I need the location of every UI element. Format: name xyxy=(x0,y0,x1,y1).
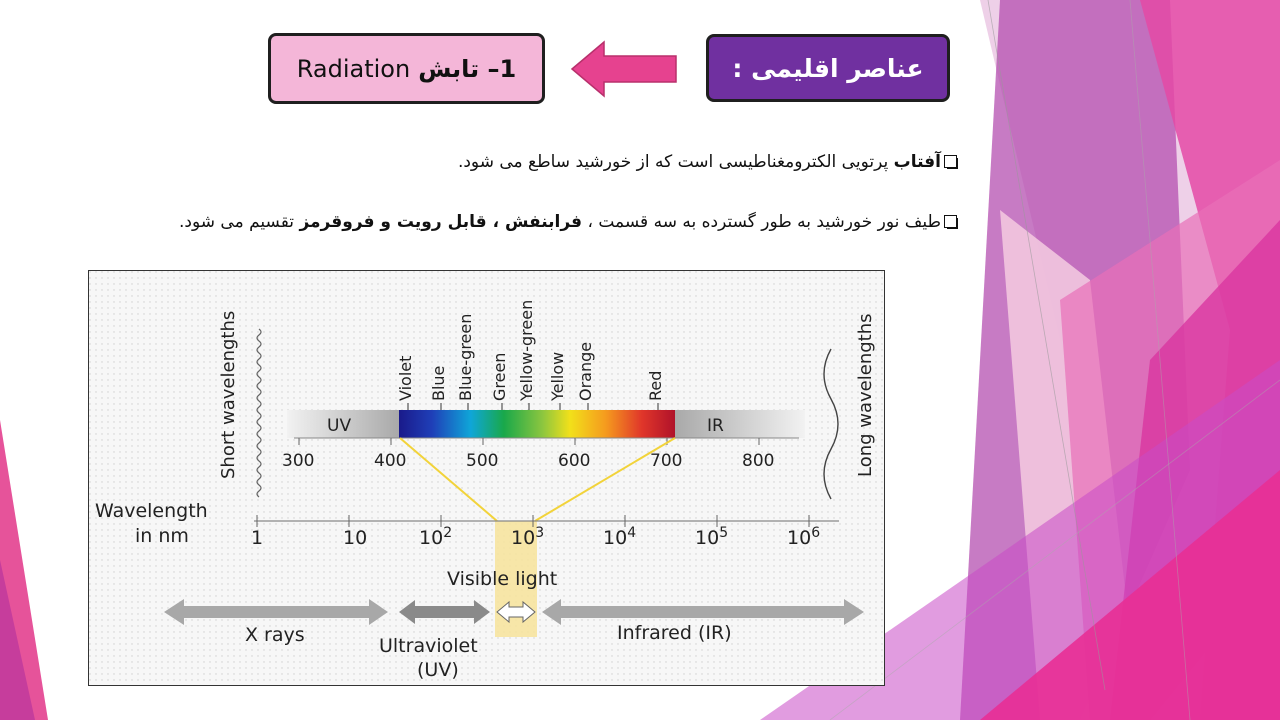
color-label-green: Green xyxy=(490,353,509,401)
color-label-blue-green: Blue-green xyxy=(456,314,475,401)
visible-light-column xyxy=(495,521,537,637)
uv-band xyxy=(287,410,399,438)
short-wavelengths-label: Short wavelengths xyxy=(218,311,239,479)
short-wave-icon xyxy=(256,328,262,498)
log-tick-label: 1 xyxy=(251,527,263,549)
ultraviolet-label: Ultraviolet xyxy=(379,635,478,657)
xrays-label: X rays xyxy=(245,624,305,646)
nm-tick-label: 600 xyxy=(558,451,590,471)
slide-title: عناصر اقلیمی : xyxy=(706,34,950,102)
ir-band-label: IR xyxy=(707,416,724,436)
bullet-sunlight: آفتاب پرتویی الکترومغناطیسی است که از خو… xyxy=(457,152,958,172)
spectrum-diagram: Short wavelengths Long wavelengths UV IR… xyxy=(89,271,884,685)
ultraviolet-arrow xyxy=(399,600,490,624)
log-tick-label: 102 xyxy=(419,525,452,549)
in-nm-label: in nm xyxy=(135,525,189,547)
ir-band xyxy=(675,410,805,438)
color-label-red: Red xyxy=(646,371,665,401)
log-tick-label: 104 xyxy=(603,525,636,549)
log-ticks: 1 10 102 103 104 105 106 xyxy=(251,515,820,549)
color-label-violet: Violet xyxy=(396,356,415,401)
color-label-blue: Blue xyxy=(429,366,448,401)
visible-band xyxy=(399,410,675,438)
long-wavelengths-label: Long wavelengths xyxy=(855,313,876,477)
bullet-1-text: پرتویی الکترومغناطیسی است که از خورشید س… xyxy=(457,152,894,172)
bullet-2-text: طیف نور خورشید به طور گسترده به سه قسمت … xyxy=(582,212,941,232)
color-label-yellow: Yellow xyxy=(548,352,567,402)
log-tick-label: 10 xyxy=(343,527,367,549)
nm-tick-label: 300 xyxy=(282,451,314,471)
spectrum-figure: Short wavelengths Long wavelengths UV IR… xyxy=(88,270,885,686)
nm-tick-label: 800 xyxy=(742,451,774,471)
color-label-orange: Orange xyxy=(576,342,595,401)
uv-abbrev-label: (UV) xyxy=(417,659,459,681)
log-tick-label: 103 xyxy=(511,525,544,549)
infrared-arrow xyxy=(542,599,864,625)
long-wave-icon xyxy=(823,348,839,500)
log-tick-label: 105 xyxy=(695,525,728,549)
color-names: Violet Blue Blue-green Green Yellow-green Yel… xyxy=(396,300,665,410)
uv-band-label: UV xyxy=(327,416,351,436)
visible-light-label: Visible light xyxy=(447,568,557,590)
bullet-2-tail: تقسیم می شود. xyxy=(179,212,300,232)
nm-tick-label: 400 xyxy=(374,451,406,471)
bullet-2-bold: فرابنفش ، قابل رویت و فروقرمز xyxy=(299,212,583,232)
topic-persian: 1– تابش xyxy=(418,54,517,83)
checkbox-bullet-icon xyxy=(944,215,958,229)
bullet-spectrum: طیف نور خورشید به طور گسترده به سه قسمت … xyxy=(179,212,958,232)
visible-arrow xyxy=(496,600,536,624)
nm-tick-label: 500 xyxy=(466,451,498,471)
xrays-arrow xyxy=(164,599,388,625)
bullet-1-bold: آفتاب xyxy=(893,152,941,172)
nm-tick-label: 700 xyxy=(650,451,682,471)
topic-heading: 1– تابش Radiation xyxy=(268,33,545,104)
topic-english: Radiation xyxy=(296,54,411,83)
wavelength-label: Wavelength xyxy=(95,500,208,522)
nm-ticks: 300 400 500 600 700 800 xyxy=(282,438,774,471)
infrared-label: Infrared (IR) xyxy=(617,622,732,644)
color-label-yellow-green: Yellow-green xyxy=(517,300,536,402)
log-tick-label: 106 xyxy=(787,525,820,549)
checkbox-bullet-icon xyxy=(944,155,958,169)
arrow-left-icon xyxy=(570,40,677,98)
